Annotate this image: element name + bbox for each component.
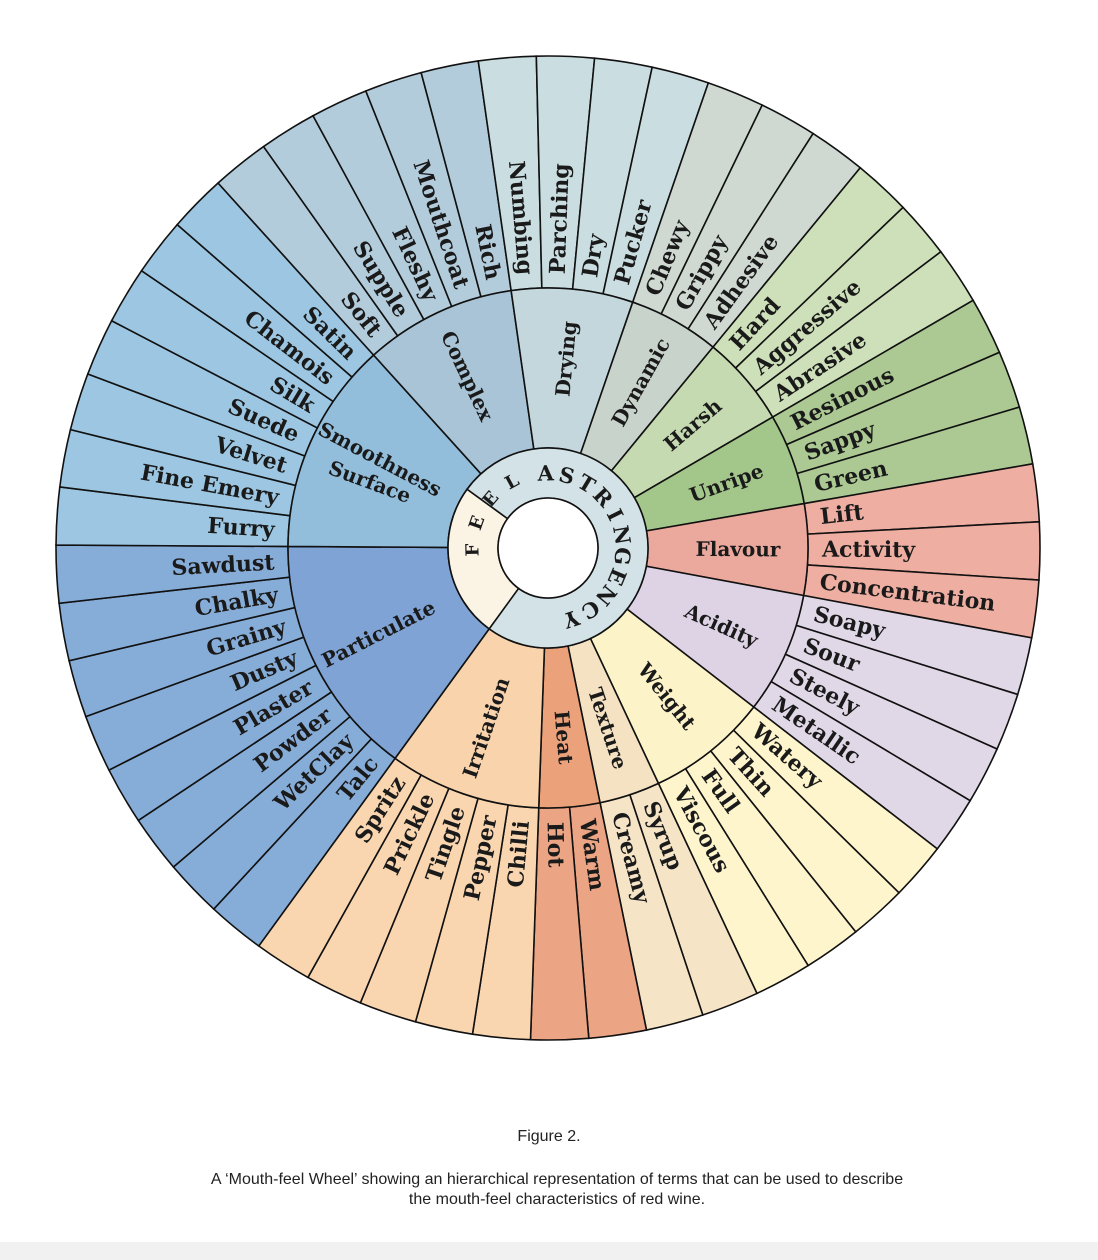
term-label-lift: Lift [819,499,866,530]
term-label-parching: Parching [545,163,575,275]
astringency-ring [447,447,649,649]
astringency-label-char: N [608,523,636,546]
term-label-sawdust: Sawdust [171,550,276,582]
astringency-label-char: S [556,461,577,489]
figure-caption: A ‘Mouth-feel Wheel’ showing an hierarch… [210,1171,904,1208]
bottom-bar [0,1242,1098,1260]
term-label-activity: Activity [821,537,916,564]
term-label-hot: Hot [541,822,568,869]
term-label-furry: Furry [207,513,277,543]
astringency-label-char: A [536,460,555,486]
term-label-chilli: Chilli [503,820,535,889]
astringency-label-char: G [609,546,636,567]
outer-ring [55,55,1041,1041]
feel-label-char: E [465,513,489,533]
mouthfeel-wheel: TalcWetClayPowderPlasterDustyGrainyChalk… [55,55,1041,1041]
mouthfeel-wheel-container: Talc WetClay Powder Plaster Dusty Grainy Chalk… [55,55,1041,1041]
figure-title: Figure 2. [517,1128,581,1145]
category-label-flavour: Flavour [696,537,781,562]
center-hole [497,497,599,599]
feel-label-char: F [462,543,483,557]
category-label-heat: Heat [550,710,578,766]
category-ring [287,287,809,809]
